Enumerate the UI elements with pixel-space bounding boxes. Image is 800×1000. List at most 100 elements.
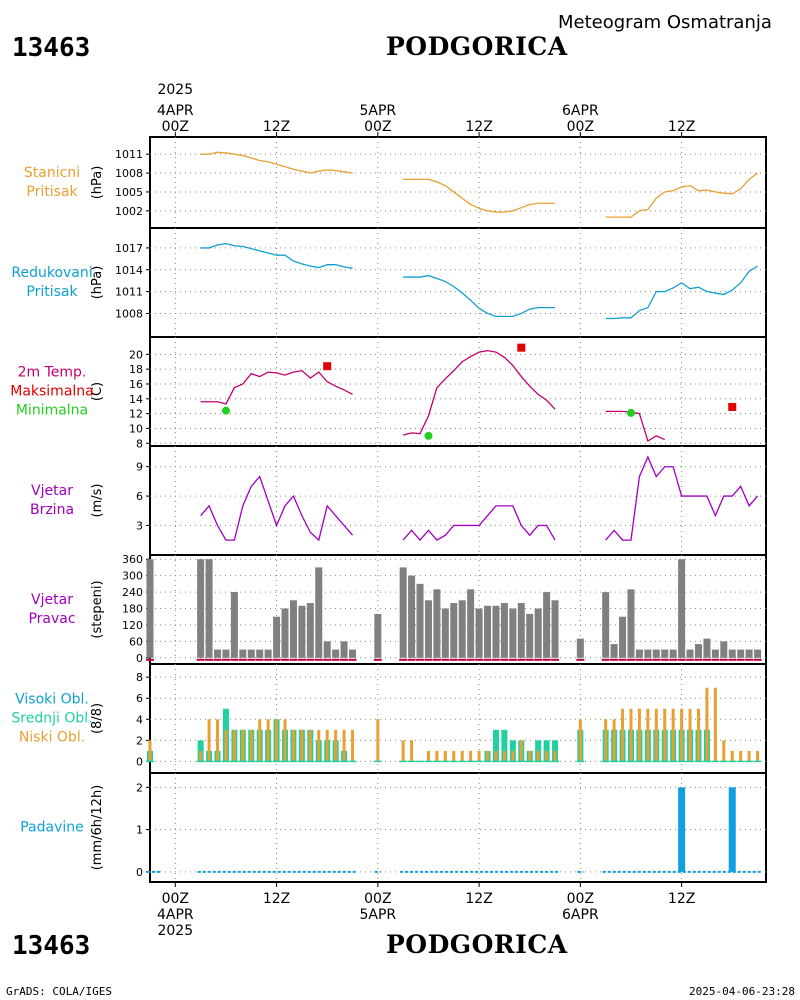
y-tick-label: 9 [136,461,143,474]
wind-direction-bar [720,641,728,658]
cloud-low-bar [443,750,447,762]
time-label-top: 12Z [465,119,492,135]
min-temp-marker [221,406,230,415]
y-axis-label: (mm/6h/12h) [90,785,105,871]
cloud-low-bar [300,729,304,762]
min-temp-marker [424,431,433,440]
cloud-low-bar [308,729,312,762]
y-tick-label: 6 [136,692,143,705]
wind-direction-bar [526,613,534,658]
series-line-wind_speed [605,455,759,541]
wind-direction-bar [703,638,711,658]
wind-direction-bar [737,649,745,658]
wind-direction-bar [492,605,500,658]
cloud-low-bar [452,750,456,762]
y-tick-label: 2 [136,734,143,747]
wind-direction-bar [281,608,289,658]
cloud-low-bar [477,750,481,762]
panel-precipitation: 0 1 2 (mm/6h/12h) Padavine [20,772,767,883]
y-tick-label: 16 [129,378,143,391]
y-tick-label: 1014 [115,264,143,277]
y-axis-label: (hPa) [90,266,105,300]
wind-direction-bar [711,649,719,658]
time-label-bottom: 4APR [157,907,194,923]
wind-direction-bar [264,649,272,658]
cloud-low-bar [747,750,751,762]
y-tick-label: 4 [136,713,143,726]
y-axis-label: (C) [90,382,105,401]
cloud-low-bar [722,740,726,762]
y-axis-label: (hPa) [90,166,105,200]
cloud-low-bar [486,750,490,762]
cloud-low-bar [528,750,532,762]
y-tick-label: 1011 [115,148,143,161]
wind-direction-bar [678,559,686,658]
panel-name-label: Stanicni [24,165,80,181]
cloud-low-bar [376,719,380,762]
cloud-low-bar [637,708,641,762]
wind-direction-bar [686,649,694,658]
panel-frame [149,336,767,447]
y-tick-label: 0 [136,866,143,879]
wind-direction-bar [416,583,424,658]
panel-wind_direction: 0 60 120 180 240 300 360 (stepeni) Vjetar Pravac [28,553,767,665]
wind-direction-bar [754,649,762,658]
time-label-top: 00Z [364,119,391,135]
wind-direction-bar [399,567,407,658]
cloud-low-bar [241,729,245,762]
wind-direction-bar [602,592,610,658]
series-line-station_pressure [200,151,353,174]
cloud-low-bar [502,750,506,762]
panel-frame [149,554,767,665]
cloud-low-bar [511,750,515,762]
series-line-station_pressure [605,172,758,218]
y-tick-label: 14 [129,393,143,406]
y-tick-label: 240 [122,586,143,599]
y-axis-label: (8/8) [90,703,105,734]
cloud-low-bar [207,719,211,762]
wind-direction-bar [484,605,492,658]
cloud-low-bar [621,708,625,762]
time-label-top: 00Z [567,119,594,135]
panel-name-label: Visoki Obl. [15,692,89,708]
wind-direction-bar [424,600,432,658]
cloud-low-bar [351,729,355,762]
time-label-bottom: 2025 [157,923,193,939]
wind-direction-bar [467,589,475,658]
cloud-low-bar [426,750,430,762]
max-temp-marker [728,402,737,411]
panel-wind_speed: 3 6 9 (m/s) Vjetar Brzina [30,445,767,556]
wind-direction-bar [332,649,340,658]
y-tick-label: 1017 [115,242,143,255]
y-tick-label: 120 [122,619,143,632]
panel-name-label: Vjetar [31,483,73,499]
cloud-low-bar [739,750,743,762]
cloud-low-bar [469,750,473,762]
panel-frame [149,136,767,229]
panel-name-label: Niski Obl. [19,730,85,746]
cloud-low-bar [646,708,650,762]
panel-name-label: Brzina [30,502,74,518]
wind-direction-bar [728,649,736,658]
panel-name-label: Padavine [20,820,84,836]
station-id-bottom: 13463 [12,931,91,961]
timestamp-text: 2025-04-06-23:28 [689,985,795,998]
time-label-top: 12Z [263,119,290,135]
panel-name-label: Maksimalna [10,384,94,400]
wind-direction-bar [652,649,660,658]
wind-direction-bar [197,559,205,658]
wind-direction-bar [500,603,508,658]
panel-name-label: Pritisak [26,284,78,300]
wind-direction-bar [340,641,348,658]
panel-name-label: 2m Temp. [18,365,87,381]
max-temp-marker [323,362,332,371]
cloud-low-bar [460,750,464,762]
panel-reduced_pressure: 1008 1011 1014 1017 (hPa)Redukovani Pritisak [11,227,767,338]
y-tick-label: 6 [136,490,143,503]
wind-direction-bar [627,589,635,658]
time-year-top: 2025 [157,82,193,98]
max-temp-marker [517,343,526,352]
panel-station_pressure: 1002 1005 1008 1011 (hPa) Stanicni Pritisak [24,136,767,229]
